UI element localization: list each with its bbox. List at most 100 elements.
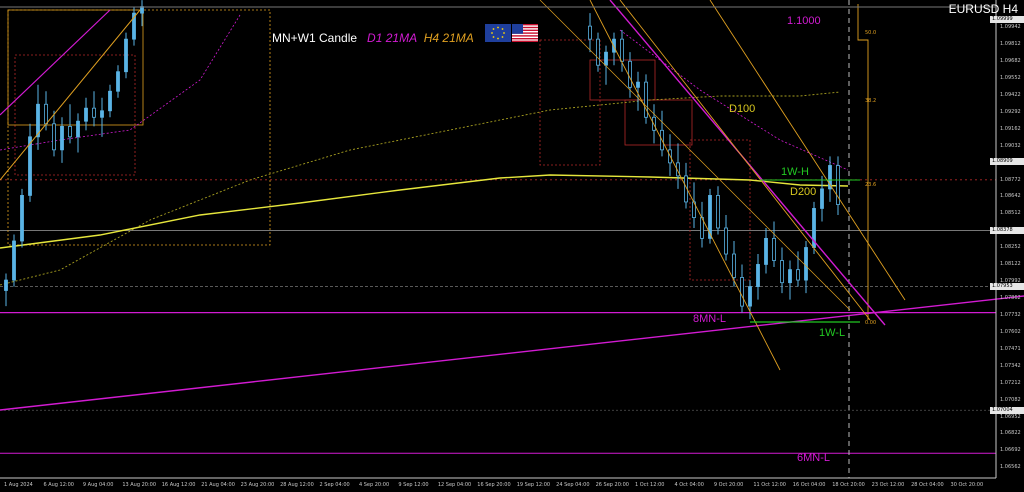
- overlay-title-candle: MN+W1 Candle: [272, 31, 358, 45]
- x-tick-label: 19 Sep 12:00: [516, 482, 551, 488]
- candle: [588, 25, 592, 40]
- candle: [92, 107, 96, 118]
- candle: [716, 195, 720, 229]
- candle: [612, 38, 616, 53]
- x-tick-label: 16 Oct 04:00: [792, 482, 826, 488]
- candle: [708, 195, 712, 239]
- symbol-title: EURUSD H4: [948, 2, 1018, 16]
- x-tick-label: 21 Aug 04:00: [201, 482, 235, 488]
- candle: [132, 12, 136, 40]
- candle: [764, 237, 768, 265]
- candle: [740, 277, 744, 307]
- y-tick-label: 1.09162: [1000, 125, 1021, 132]
- x-tick-label: 16 Sep 20:00: [477, 482, 511, 488]
- candle: [644, 81, 648, 118]
- fibo-label-50: 50.0: [865, 30, 877, 36]
- w1-low-label: 1W-L: [819, 327, 846, 339]
- x-tick-label: 23 Aug 20:00: [240, 482, 275, 488]
- y-tick-label: 1.08122: [1000, 261, 1021, 268]
- y-tick-label: 1.07082: [1000, 396, 1021, 403]
- channel-orange-3: [709, 0, 906, 301]
- candle: [812, 208, 816, 248]
- y-tick-label: 1.08252: [1000, 244, 1021, 251]
- candle: [76, 120, 80, 138]
- overlay-title: MN+W1 Candle D1 21MA H4 21MA: [272, 31, 474, 45]
- candle: [724, 227, 728, 255]
- price-tag: 1.08378: [990, 227, 1024, 235]
- channel-orange-1: [589, 0, 781, 371]
- x-tick-label: 13 Aug 20:00: [122, 482, 157, 488]
- overlay-title-h4-ma: H4 21MA: [423, 31, 474, 45]
- x-tick-label: 4 Oct 04:00: [674, 482, 704, 488]
- fibo-label-23: 23.6: [865, 182, 877, 188]
- candle: [828, 165, 832, 190]
- x-tick-label: 9 Oct 20:00: [713, 482, 744, 488]
- price-tag: 1.09999: [990, 16, 1024, 24]
- candle: [28, 136, 32, 196]
- mn8-low-label: 8MN-L: [693, 313, 727, 325]
- fibo-label-38: 38.2: [865, 98, 877, 104]
- channel-orange-2: [619, 0, 871, 321]
- x-tick-label: 9 Aug 04:00: [82, 482, 114, 488]
- candles-group: [4, 0, 840, 320]
- y-tick-label: 1.07862: [1000, 295, 1021, 302]
- candle: [68, 126, 72, 138]
- mn6-low-label: 6MN-L: [797, 452, 831, 464]
- price-tag: 1.07004: [990, 406, 1024, 414]
- price-tag: 1.08909: [990, 158, 1024, 166]
- trendline-magenta-long: [0, 295, 1024, 411]
- x-tick-label: 6 Aug 12:00: [43, 482, 74, 488]
- y-tick-label: 1.07342: [1000, 362, 1021, 369]
- candle: [44, 103, 48, 125]
- d100-label: D100: [729, 103, 756, 115]
- x-tick-label: 30 Oct 20:00: [950, 482, 984, 488]
- overlay-title-d1-ma: D1 21MA: [367, 31, 418, 45]
- y-tick-label: 1.07602: [1000, 328, 1021, 335]
- y-tick-label: 1.07471: [1000, 345, 1021, 352]
- y-tick-label: 1.07212: [1000, 379, 1021, 386]
- candle: [628, 60, 632, 88]
- candle: [116, 71, 120, 92]
- price-tag: 1.07953: [990, 283, 1024, 291]
- y-tick-label: 1.06822: [1000, 430, 1021, 437]
- y-tick-label: 1.09552: [1000, 74, 1021, 81]
- candle: [36, 103, 40, 138]
- x-tick-label: 26 Sep 20:00: [595, 482, 629, 488]
- y-tick-label: 1.09682: [1000, 58, 1021, 65]
- x-tick-label: 11 Oct 12:00: [753, 482, 786, 488]
- w1-high-label: 1W-H: [781, 166, 809, 178]
- x-tick-label: 18 Oct 20:00: [832, 482, 865, 488]
- x-tick-label: 24 Sep 04:00: [556, 482, 590, 488]
- y-tick-label: 1.09942: [1000, 24, 1021, 31]
- x-tick-label: 2 Sep 04:00: [319, 482, 350, 488]
- candle: [596, 38, 600, 66]
- y-tick-label: 1.07992: [1000, 278, 1021, 285]
- candle: [84, 107, 88, 122]
- channel-orange-4: [539, 0, 851, 311]
- trend-lines[interactable]: [0, 0, 1024, 411]
- d200-ma-line: [0, 174, 849, 249]
- candle: [732, 253, 736, 278]
- candle: [636, 81, 640, 88]
- candle: [124, 38, 128, 73]
- fibo-label-0: 0.00: [865, 320, 877, 326]
- x-tick-label: 28 Oct 04:00: [911, 482, 944, 488]
- candle: [100, 110, 104, 118]
- y-tick-label: 1.09032: [1000, 142, 1021, 149]
- candle: [756, 264, 760, 287]
- candle: [108, 90, 112, 112]
- h4-ma-left: [0, 14, 241, 151]
- axes-group: [0, 0, 997, 479]
- y-tick-label: 1.08642: [1000, 193, 1021, 200]
- candle: [4, 279, 8, 291]
- candle: [780, 260, 784, 284]
- x-tick-label: 1 Aug 2024: [4, 482, 33, 488]
- x-tick-label: 4 Sep 20:00: [358, 482, 390, 488]
- box-mn-2: [624, 99, 693, 146]
- candle: [796, 269, 800, 281]
- x-tick-label: 28 Aug 12:00: [280, 482, 314, 488]
- x-tick-label: 23 Oct 12:00: [871, 482, 905, 488]
- box-orange-left-2: [7, 9, 271, 246]
- candle: [52, 123, 56, 151]
